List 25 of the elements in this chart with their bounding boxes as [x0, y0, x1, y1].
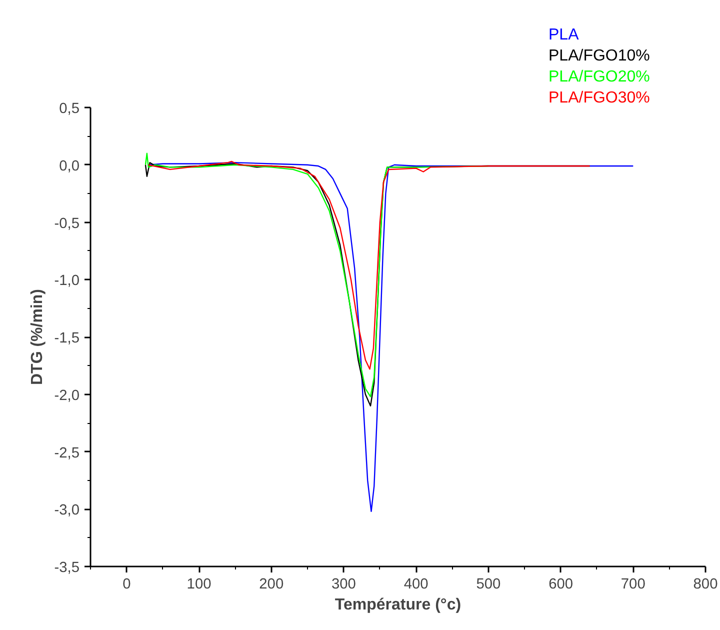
x-tick-label: 700: [620, 576, 646, 592]
y-tick-label: -2,0: [54, 388, 80, 404]
y-tick-label: -1,5: [54, 330, 80, 346]
x-tick-label: 100: [186, 576, 212, 592]
y-axis-title: DTG (%/min): [29, 288, 46, 385]
y-tick-label: -2,5: [54, 445, 80, 462]
y-tick-label: 0,5: [59, 101, 80, 117]
text: PLA/FGO20%: [548, 68, 650, 86]
y-tick-label: -1,0: [54, 273, 80, 290]
x-tick-label: 200: [259, 576, 284, 592]
text: PLA/FGO30%: [548, 90, 650, 106]
y-tick-label: -3,5: [54, 560, 80, 576]
line-series: [148, 160, 590, 370]
y-tick-label: -0,5: [54, 216, 80, 232]
text: PLA/FGO10%: [548, 48, 650, 64]
x-tick-label: 500: [476, 576, 501, 592]
x-tick-label: 600: [548, 576, 574, 592]
x-tick-label: 800: [693, 576, 718, 592]
x-tick-label: 300: [332, 576, 356, 592]
x-tick-label: 400: [404, 576, 428, 592]
y-tick-label: 0,0: [59, 158, 80, 174]
x-tick-label: 0: [122, 576, 131, 592]
x-axis-title: Température (°c): [334, 596, 462, 614]
y-tick-label: -3,0: [54, 502, 80, 519]
text: PLA: [548, 26, 580, 44]
